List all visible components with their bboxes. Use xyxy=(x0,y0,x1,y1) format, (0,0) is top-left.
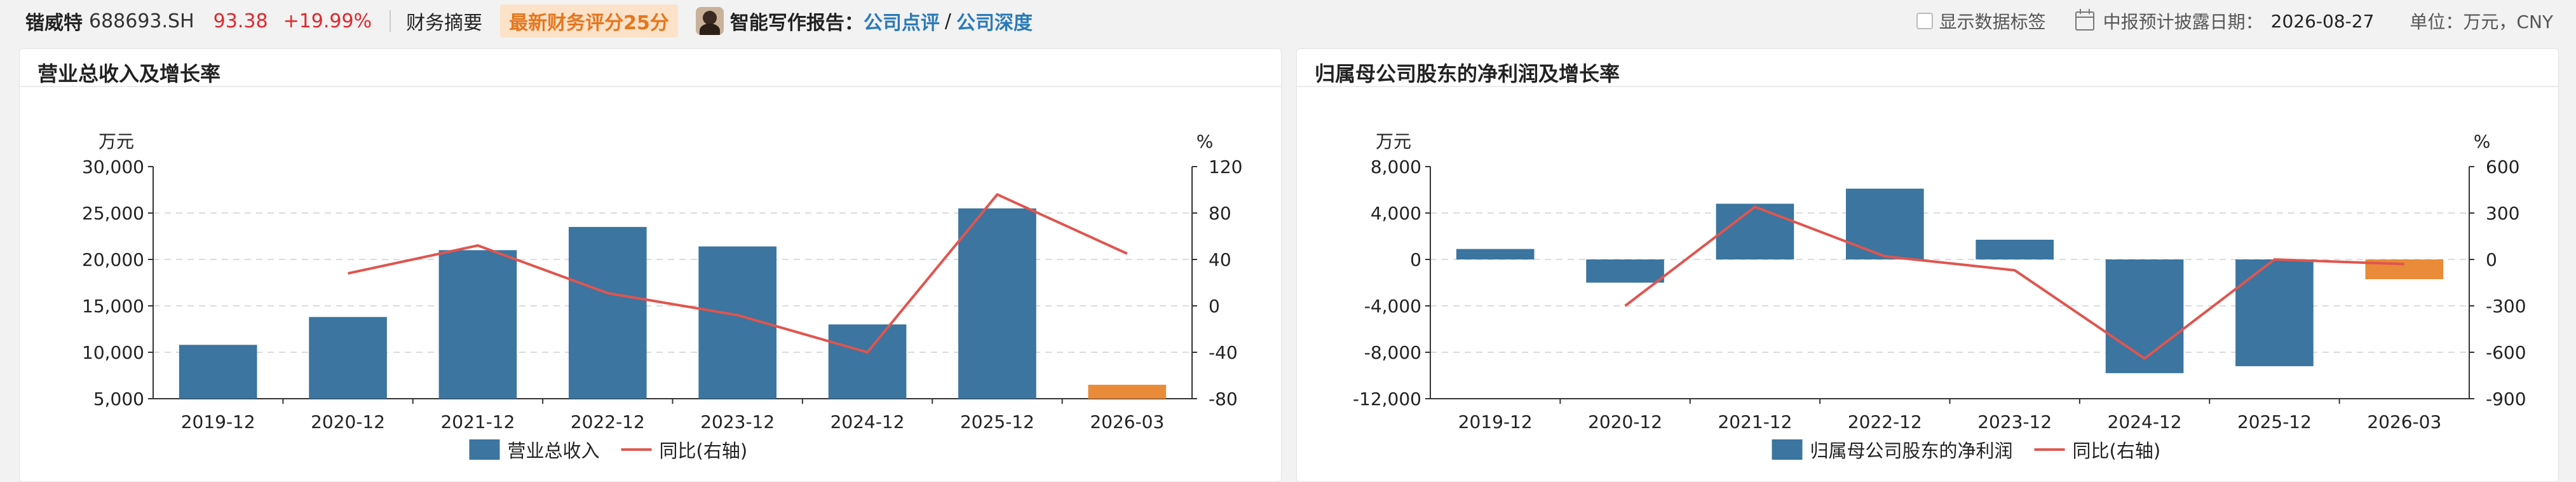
x-tick-label: 2024-12 xyxy=(830,411,905,432)
stock-change-pct: +19.99% xyxy=(283,10,372,32)
bar xyxy=(1976,239,2054,259)
link-separator: / xyxy=(944,10,951,32)
x-tick-label: 2024-12 xyxy=(2108,411,2182,432)
bar xyxy=(958,208,1036,399)
bar xyxy=(569,226,647,399)
calendar-icon xyxy=(2075,9,2094,31)
bar xyxy=(1846,188,1924,259)
y-left-tick-label: -8,000 xyxy=(1364,342,1421,363)
bar xyxy=(309,317,387,399)
stock-code: 688693.SH xyxy=(89,10,194,32)
legend-bar-swatch xyxy=(469,439,500,460)
bar xyxy=(1586,259,1664,283)
y-right-tick-label: 0 xyxy=(2486,249,2497,270)
y-right-tick-label: 600 xyxy=(2486,156,2519,177)
financial-summary-label: 财务摘要 xyxy=(406,12,483,34)
revenue-chart-panel: 营业总收入及增长率 5,000 -80 10,000 -40 15,000 0 20,000… xyxy=(19,48,1282,482)
divider xyxy=(390,10,391,32)
y-left-tick-label: -4,000 xyxy=(1364,296,1421,317)
y-left-tick-label: 30,000 xyxy=(82,156,144,177)
show-labels-checkbox[interactable] xyxy=(1916,13,1933,29)
legend-line-label: 同比(右轴) xyxy=(660,440,748,462)
y-right-unit-label: % xyxy=(2474,131,2491,152)
company-review-link[interactable]: 公司点评 xyxy=(863,12,940,34)
title-divider xyxy=(20,86,1281,87)
bar xyxy=(1088,385,1167,399)
stock-name: 锴威特 xyxy=(25,12,83,34)
legend-line-label: 同比(右轴) xyxy=(2073,440,2161,462)
header-tools: 显示数据标签 中报预计披露日期： 2026-08-27 单位：万元，CNY xyxy=(1916,0,2553,42)
y-right-tick-label: -80 xyxy=(1209,389,1238,410)
revenue-chart: 5,000 -80 10,000 -40 15,000 0 20,000 40 25,000 80… xyxy=(82,131,1242,462)
bar xyxy=(438,250,517,399)
y-left-tick-label: 8,000 xyxy=(1371,156,1421,177)
stock-price: 93.38 xyxy=(213,10,268,32)
show-labels-label[interactable]: 显示数据标签 xyxy=(1939,11,2046,32)
x-tick-label: 2025-12 xyxy=(960,411,1034,432)
y-right-tick-label: 120 xyxy=(1209,156,1242,177)
y-left-unit-label: 万元 xyxy=(98,131,134,152)
legend-bar-label: 归属母公司股东的净利润 xyxy=(1810,440,2013,462)
bar xyxy=(2105,259,2184,373)
chart-title: 归属母公司股东的净利润及增长率 xyxy=(1315,62,1620,86)
legend-bar-swatch xyxy=(1772,439,1803,460)
bar xyxy=(179,345,257,399)
y-left-tick-label: 10,000 xyxy=(82,342,144,363)
x-tick-label: 2025-12 xyxy=(2237,411,2312,432)
yoy-growth-line xyxy=(348,193,1128,354)
financial-score-badge[interactable]: 最新财务评分25分 xyxy=(500,4,678,38)
x-tick-label: 2019-12 xyxy=(181,411,255,432)
company-depth-link[interactable]: 公司深度 xyxy=(956,12,1033,34)
y-right-tick-label: -40 xyxy=(1209,342,1238,363)
x-tick-label: 2026-03 xyxy=(1090,411,1164,432)
bar xyxy=(828,324,907,399)
y-left-tick-label: 25,000 xyxy=(82,203,144,224)
y-right-tick-label: 0 xyxy=(1209,296,1220,317)
stock-header: 锴威特 688693.SH 93.38 +19.99% 财务摘要 最新财务评分2… xyxy=(0,0,2576,42)
y-right-tick-label: -300 xyxy=(2486,296,2526,317)
x-tick-label: 2023-12 xyxy=(1977,411,2052,432)
y-left-tick-label: 4,000 xyxy=(1371,203,1421,224)
assistant-avatar-icon xyxy=(695,7,724,35)
disclosure-date-label: 中报预计披露日期： xyxy=(2103,11,2263,32)
x-tick-label: 2021-12 xyxy=(1718,411,1792,432)
chart-title: 营业总收入及增长率 xyxy=(37,62,221,86)
yoy-growth-line xyxy=(1624,205,2404,361)
net-profit-chart: -12,000 -900 -8,000 -600 -4,000 -300 0 0 4,000 30… xyxy=(1353,131,2526,462)
x-tick-label: 2020-12 xyxy=(311,411,385,432)
y-right-tick-label: -900 xyxy=(2486,389,2526,410)
y-left-tick-label: 15,000 xyxy=(82,296,144,317)
legend-bar-label: 营业总收入 xyxy=(508,440,600,462)
y-left-tick-label: 0 xyxy=(1410,249,1421,270)
bar xyxy=(1456,249,1535,259)
x-tick-label: 2021-12 xyxy=(440,411,515,432)
disclosure-date-value: 2026-08-27 xyxy=(2270,10,2375,32)
x-tick-label: 2019-12 xyxy=(1458,411,1533,432)
x-tick-label: 2023-12 xyxy=(700,411,775,432)
y-right-tick-label: -600 xyxy=(2486,342,2526,363)
y-right-unit-label: % xyxy=(1196,131,1214,152)
y-left-tick-label: -12,000 xyxy=(1353,389,1421,410)
bar xyxy=(1716,203,1794,259)
x-tick-label: 2022-12 xyxy=(571,411,645,432)
title-divider xyxy=(1297,86,2558,87)
y-right-tick-label: 300 xyxy=(2486,203,2519,224)
x-tick-label: 2026-03 xyxy=(2367,411,2441,432)
y-left-unit-label: 万元 xyxy=(1376,131,1411,152)
y-left-tick-label: 5,000 xyxy=(93,389,144,410)
y-left-tick-label: 20,000 xyxy=(82,249,144,270)
x-tick-label: 2020-12 xyxy=(1588,411,1662,432)
y-right-tick-label: 40 xyxy=(1209,249,1231,270)
smart-report-label: 智能写作报告： xyxy=(729,12,864,34)
net-profit-chart-panel: 归属母公司股东的净利润及增长率 -12,000 -900 -8,000 -600 -4,… xyxy=(1296,48,2559,482)
y-right-tick-label: 80 xyxy=(1209,203,1231,224)
bar xyxy=(2235,259,2314,366)
x-tick-label: 2022-12 xyxy=(1848,411,1922,432)
unit-label: 单位：万元，CNY xyxy=(2410,11,2553,32)
